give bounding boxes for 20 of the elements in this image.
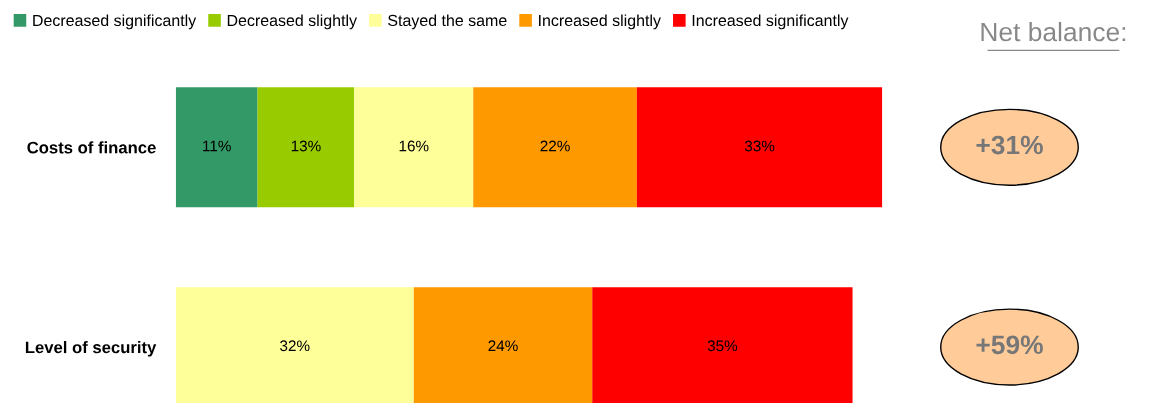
bar <box>175 87 258 208</box>
data-label: 33% <box>744 140 775 152</box>
bar <box>257 87 355 208</box>
legend-label: Increased slightly <box>539 14 661 30</box>
text: +31% <box>976 135 1043 155</box>
data-label: 16% <box>399 140 429 152</box>
legend-label: Decreased significantly <box>33 14 197 30</box>
data-label: 22% <box>540 140 570 152</box>
text: Net balance: <box>981 21 1126 42</box>
data-label: 13% <box>291 140 321 152</box>
legend-label: Increased significantly <box>692 14 849 30</box>
data-label: 35% <box>707 340 738 352</box>
legend-label: Stayed the same <box>388 14 507 30</box>
y-tick-label: Costs of finance <box>27 141 156 154</box>
legend-label: Decreased slightly <box>227 14 357 30</box>
data-label: 11% <box>203 140 231 152</box>
data-label: 24% <box>488 340 518 352</box>
data-label: 32% <box>280 340 310 352</box>
text: +59% <box>976 335 1043 355</box>
y-tick-label: Level of security <box>25 341 157 357</box>
